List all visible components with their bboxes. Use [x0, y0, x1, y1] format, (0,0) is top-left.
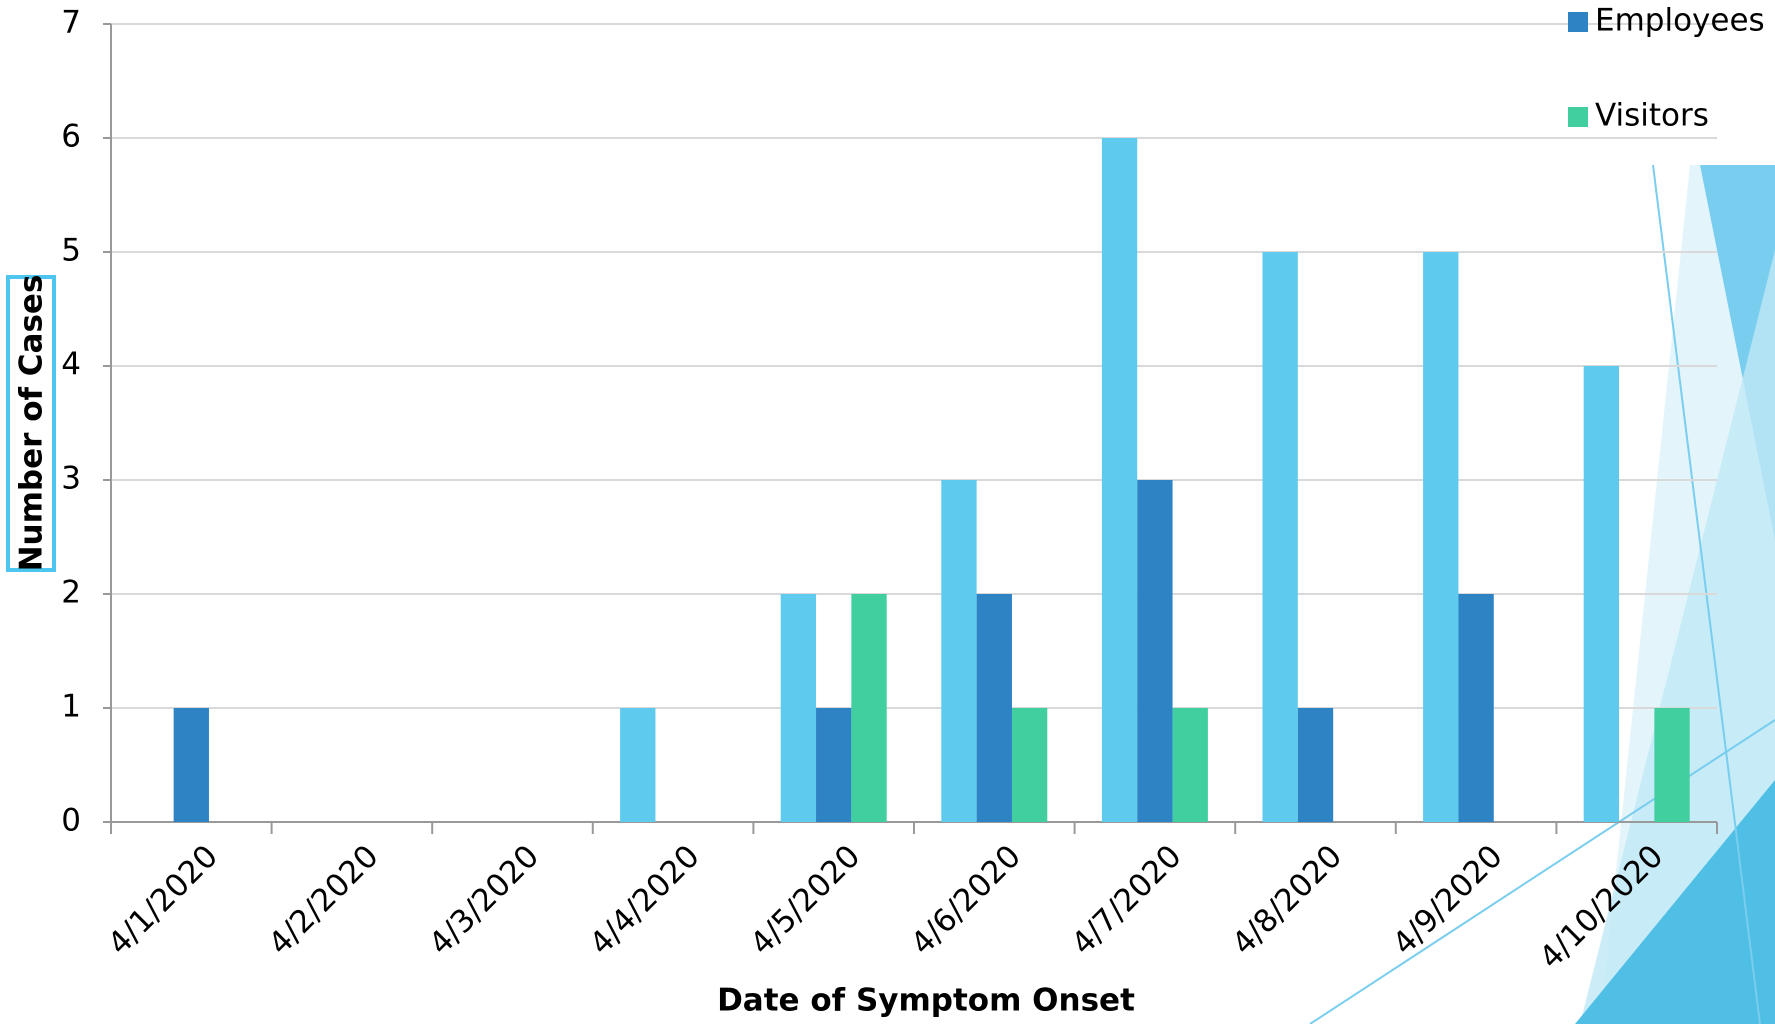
bar — [816, 708, 851, 822]
bar — [977, 594, 1012, 822]
y-tick-label: 0 — [61, 803, 81, 839]
x-axis-label: Date of Symptom Onset — [717, 983, 1135, 1019]
bar — [1298, 708, 1333, 822]
bar — [620, 708, 655, 822]
x-tick-label: 4/5/2020 — [743, 838, 867, 962]
y-axis-label: Number of Cases — [14, 275, 50, 572]
bar — [1654, 708, 1689, 822]
bar — [1584, 366, 1619, 822]
bar — [851, 594, 886, 822]
bar — [1423, 252, 1458, 822]
legend-swatch — [1568, 12, 1588, 32]
y-tick-label: 7 — [61, 5, 81, 41]
bar — [1263, 252, 1298, 822]
y-tick-label: 3 — [61, 461, 81, 497]
y-tick-label: 5 — [61, 233, 81, 269]
legend-label: Employees — [1595, 3, 1765, 39]
x-tick-label: 4/6/2020 — [904, 838, 1028, 962]
bar — [1012, 708, 1047, 822]
y-tick-label: 4 — [61, 347, 81, 383]
bar — [1458, 594, 1493, 822]
bar — [174, 708, 209, 822]
x-tick-label: 4/8/2020 — [1225, 838, 1349, 962]
x-tick-label: 4/1/2020 — [101, 838, 225, 962]
x-tick-label: 4/3/2020 — [422, 838, 546, 962]
y-tick-label: 6 — [61, 119, 81, 155]
y-tick-label: 2 — [61, 575, 81, 611]
bar — [1102, 138, 1137, 822]
bar — [1137, 480, 1172, 822]
x-tick-label: 4/9/2020 — [1386, 838, 1510, 962]
chart: Number of Cases Date of Symptom Onset 0 1… — [0, 0, 1775, 1024]
legend-swatch — [1568, 107, 1588, 127]
x-tick-label: 4/2/2020 — [262, 838, 386, 962]
bar — [781, 594, 816, 822]
bar — [941, 480, 976, 822]
legend-label: Visitors — [1595, 98, 1709, 134]
bar — [1173, 708, 1208, 822]
x-tick-label: 4/7/2020 — [1065, 838, 1189, 962]
x-tick-label: 4/4/2020 — [583, 838, 707, 962]
y-tick-label: 1 — [61, 689, 81, 725]
